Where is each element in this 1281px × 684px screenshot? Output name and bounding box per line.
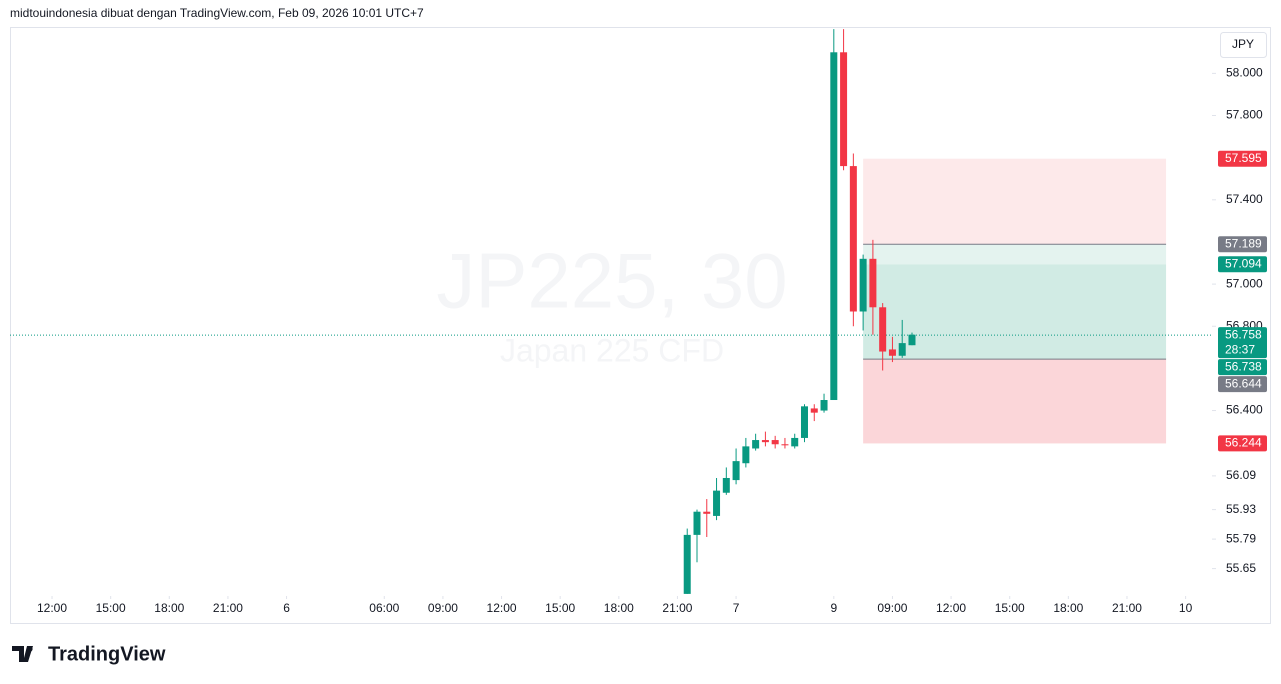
candle-body: [752, 440, 760, 449]
countdown: 28:37: [1225, 342, 1255, 356]
frame: [10, 27, 1271, 624]
x-tick-label: 09:00: [428, 601, 458, 615]
position-zone: [863, 158, 1167, 245]
x-tick-label: 12:00: [936, 601, 966, 615]
candle-body: [722, 477, 730, 493]
x-tick-label: 09:00: [877, 601, 907, 615]
price-label: 56.758: [1225, 327, 1262, 341]
candle-body: [683, 534, 691, 594]
candle-body: [859, 258, 867, 312]
y-tick-label: 55.79: [1226, 531, 1256, 545]
price-label: 57.189: [1225, 236, 1262, 250]
x-tick-label: 10: [1179, 601, 1193, 615]
x-tick-label: 15:00: [96, 601, 126, 615]
x-tick-label: 18:00: [154, 601, 184, 615]
x-tick-label: 18:00: [1053, 601, 1083, 615]
position-zone: [863, 359, 1167, 444]
y-tick-label: 55.93: [1226, 502, 1256, 516]
logo: TradingView: [48, 643, 166, 665]
x-tick-label: 18:00: [604, 601, 634, 615]
price-label: 57.595: [1225, 151, 1262, 165]
price-label-box: [1218, 327, 1267, 359]
candle-body: [693, 511, 701, 535]
candle-body: [908, 334, 916, 346]
x-tick-label: 9: [830, 601, 837, 615]
price-label-box: [1218, 150, 1267, 167]
currency-button[interactable]: [1220, 32, 1267, 58]
x-tick-label: 21:00: [213, 601, 243, 615]
price-label: 56.244: [1225, 436, 1262, 450]
x-tick-label: 7: [733, 601, 740, 615]
candle-body: [800, 406, 808, 438]
candle-body: [830, 52, 838, 401]
candle-body: [820, 400, 828, 411]
x-tick-label: 6: [283, 601, 290, 615]
currency: JPY: [1232, 37, 1254, 51]
price-label-box: [1218, 359, 1267, 376]
price-label-box: [1218, 256, 1267, 273]
price-label: 56.738: [1225, 359, 1262, 373]
y-tick-label: 56.09: [1226, 468, 1256, 482]
y-tick-label: 57.800: [1226, 108, 1263, 122]
x-tick-label: 12:00: [487, 601, 517, 615]
y-tick-label: 57.400: [1226, 192, 1263, 206]
watermark-name: Japan 225 CFD: [500, 332, 724, 368]
candle-body: [898, 343, 906, 356]
price-label-box: [1218, 236, 1267, 253]
logo-icon: [12, 646, 33, 662]
candle-body: [771, 440, 779, 445]
x-tick-label: 15:00: [545, 601, 575, 615]
candle-body: [742, 446, 750, 464]
price-label: 57.094: [1225, 256, 1262, 270]
plot: 58.00057.80057.40057.00056.80056.40056.0…: [10, 29, 1267, 615]
candle-body: [713, 490, 721, 516]
y-tick-label: 57.000: [1226, 276, 1263, 290]
candle-body: [849, 166, 857, 312]
position-zone: [863, 244, 1167, 265]
candle-body: [869, 258, 877, 308]
x-tick-label: 21:00: [662, 601, 692, 615]
price-label-box: [1218, 435, 1267, 452]
y-tick-label: 55.65: [1226, 561, 1256, 575]
candle-body: [888, 349, 896, 356]
y-tick-label: 58.000: [1226, 66, 1263, 80]
candle-body: [791, 437, 799, 447]
candle-body: [781, 444, 789, 446]
watermark-symbol: JP225, 30: [436, 237, 787, 325]
x-tick-label: 06:00: [369, 601, 399, 615]
x-tick-label: 15:00: [995, 601, 1025, 615]
candle-body: [732, 461, 740, 481]
candle-body: [879, 307, 887, 352]
header: midtouindonesia dibuat dengan TradingVie…: [10, 6, 424, 20]
candle-body: [840, 52, 848, 167]
candle-body: [703, 511, 711, 514]
price-label: 56.644: [1225, 376, 1262, 390]
x-tick-label: 21:00: [1112, 601, 1142, 615]
x-tick-label: 12:00: [37, 601, 67, 615]
y-tick-label: 56.400: [1226, 403, 1263, 417]
candle-body: [810, 408, 818, 413]
price-label-box: [1218, 376, 1267, 393]
candle-body: [761, 440, 769, 443]
